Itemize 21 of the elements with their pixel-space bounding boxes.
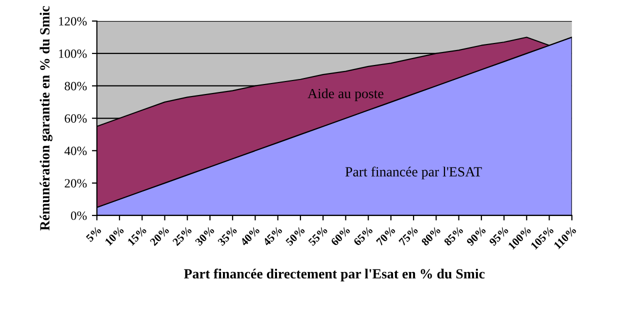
x-tick-label: 80% [420, 226, 441, 246]
x-axis-title: Part financée directement par l'Esat en % du Smic [184, 268, 485, 282]
x-tick-label: 40% [240, 226, 260, 246]
y-tick-label: 20% [64, 179, 87, 188]
x-tick-label: 70% [376, 226, 396, 246]
y-tick-label: 40% [64, 146, 87, 156]
x-tick-label: 65% [353, 226, 374, 246]
y-tick-label: 100% [59, 49, 87, 58]
series-label: Part financée par l'ESAT [345, 166, 482, 180]
x-tick-label: 45% [262, 226, 283, 246]
series-label: Aide au poste [308, 88, 384, 102]
x-tick-label: 60% [330, 226, 351, 246]
x-tick-label: 5% [86, 226, 102, 242]
x-tick-label: 15% [127, 226, 147, 246]
y-tick-label: 120% [59, 17, 87, 26]
y-tick-label: 60% [64, 114, 87, 123]
y-tick-label: 80% [64, 82, 87, 90]
x-tick-label: 85% [444, 226, 464, 246]
x-tick-label: 75% [398, 226, 418, 246]
y-axis-title: Rémunération garantie en % du Smic [40, 6, 52, 230]
y-tick-label: 0% [70, 211, 87, 220]
